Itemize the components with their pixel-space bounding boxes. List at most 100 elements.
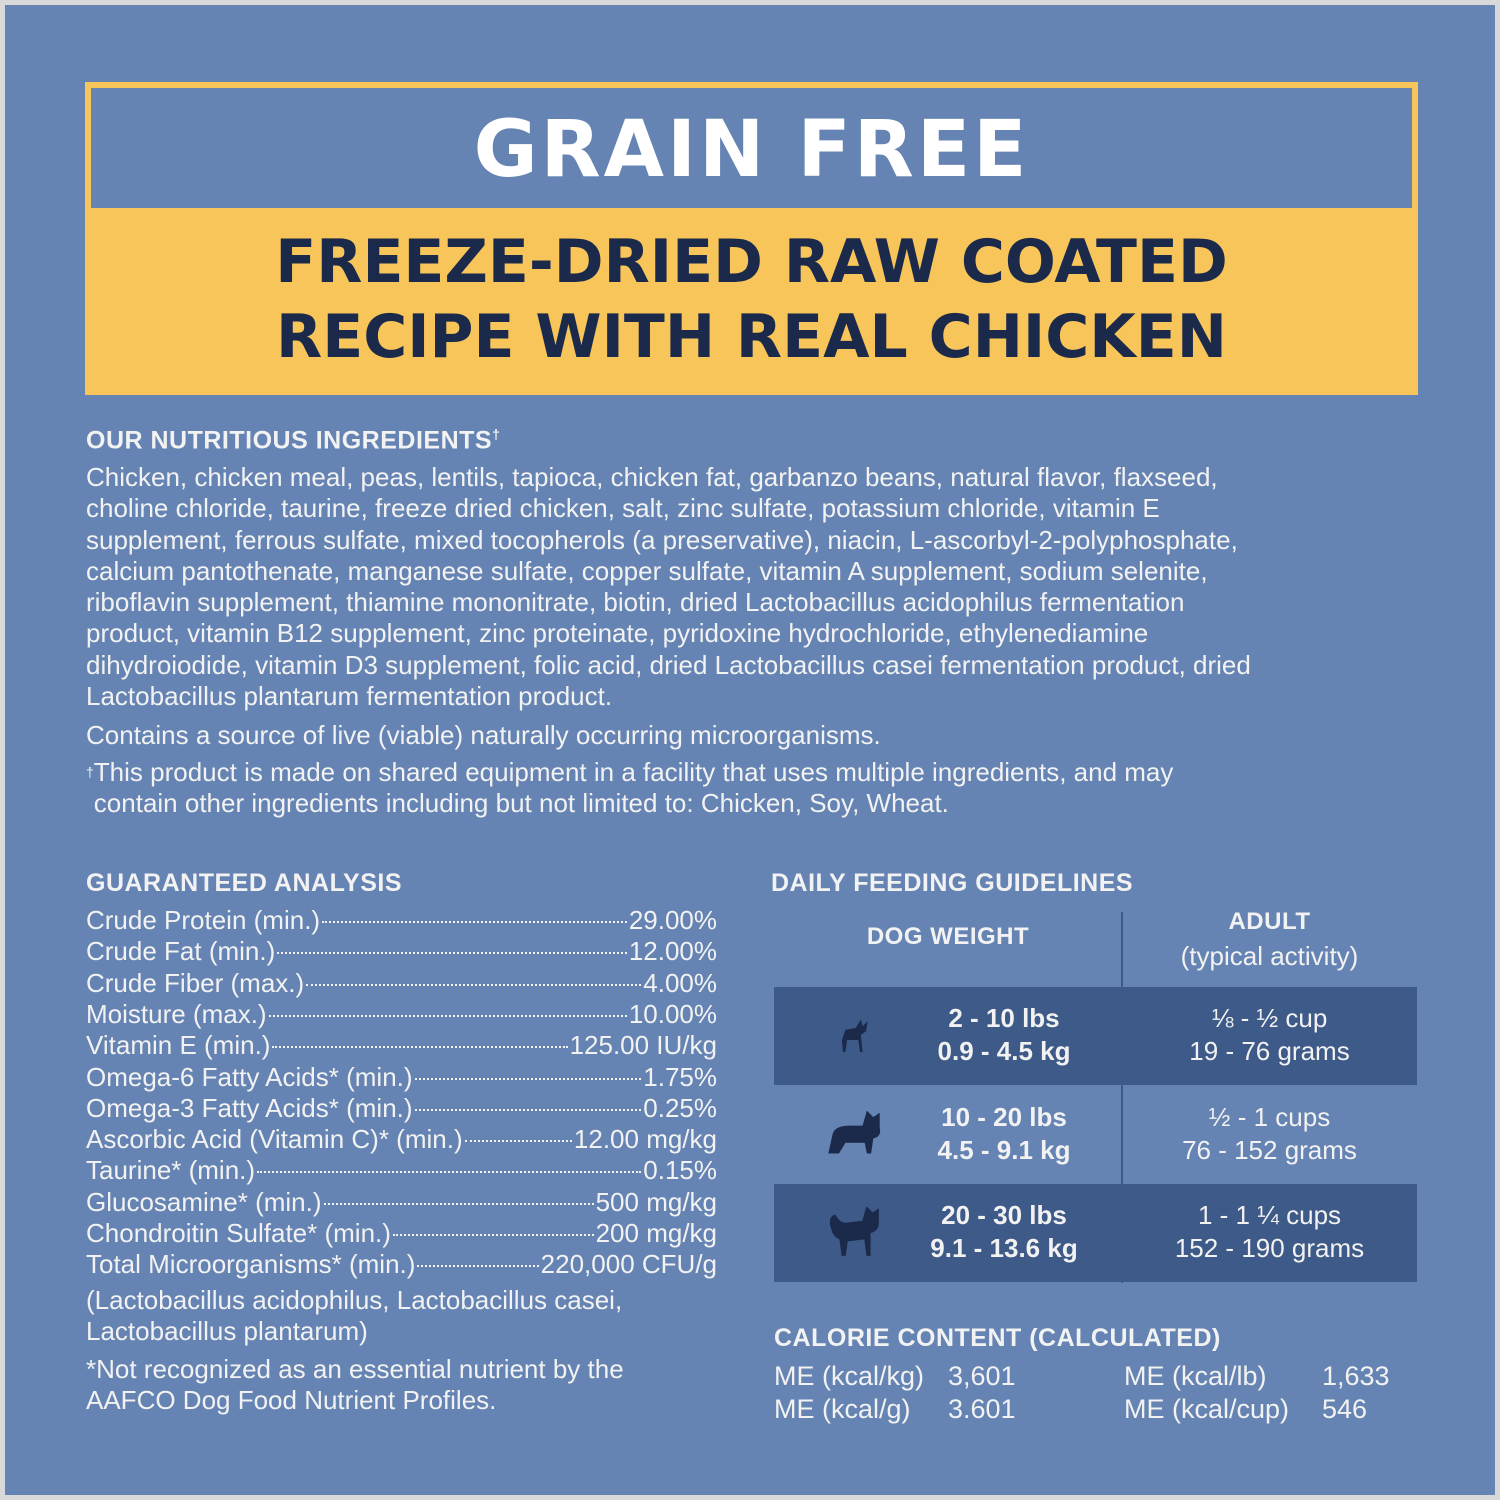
analysis-row: Omega-3 Fatty Acids* (min.) 0.25% xyxy=(86,1093,717,1124)
heading-text: OUR NUTRITIOUS INGREDIENTS xyxy=(86,426,493,455)
ingredients-line: supplement, ferrous sulfate, mixed tocop… xyxy=(86,524,1238,555)
ingredients-line: calcium pantothenate, manganese sulfate,… xyxy=(86,555,1208,586)
ingredients-line: dihydroiodide, vitamin D3 supplement, fo… xyxy=(86,649,1251,680)
nutrient-name: Moisture (max.) xyxy=(86,998,267,1029)
calorie-label: ME (kcal/lb) xyxy=(1124,1361,1267,1391)
analysis-row: Glucosamine* (min.) 500 mg/kg xyxy=(86,1187,717,1218)
ingredients-line: riboflavin supplement, thiamine mononitr… xyxy=(86,587,1185,618)
ingredients-line: product, vitamin B12 supplement, zinc pr… xyxy=(86,618,1149,649)
note-line: AAFCO Dog Food Nutrient Profiles. xyxy=(86,1385,497,1416)
feeding-row: 10 - 20 lbs 4.5 - 9.1 kg ½ - 1 cups 76 - 15… xyxy=(774,1086,1417,1184)
ingredients-line: choline chloride, taurine, freeze dried … xyxy=(86,493,1160,524)
column-divider xyxy=(1121,912,1123,1283)
nutrient-name: Crude Fiber (max.) xyxy=(86,967,305,998)
calorie-heading: CALORIE CONTENT (CALCULATED) xyxy=(774,1324,1221,1352)
analysis-heading: GUARANTEED ANALYSIS xyxy=(86,869,403,897)
nutrient-name: Glucosamine* (min.) xyxy=(86,1186,322,1217)
nutrient-value: 29.00% xyxy=(628,905,717,935)
dot-leader xyxy=(257,1171,642,1174)
adult-subheader: (typical activity) xyxy=(1180,941,1359,971)
analysis-row: Ascorbic Acid (Vitamin C)* (min.) 12.00 m… xyxy=(86,1124,717,1155)
nutrient-value: 0.25% xyxy=(643,1092,717,1123)
analysis-row: Crude Protein (min.) 29.00% xyxy=(86,905,717,936)
dot-leader xyxy=(306,983,642,986)
weight-cell: 20 - 30 lbs 9.1 - 13.6 kg xyxy=(904,1199,1104,1265)
nutrient-value: 4.00% xyxy=(643,967,717,998)
badge: GRAIN FREE xyxy=(473,105,1030,195)
disclaimer-text: This product is made on shared equipment… xyxy=(94,757,1174,820)
weight-header: DOG WEIGHT xyxy=(866,923,1030,950)
ingredients-text: Chicken, chicken meal, peas, lentils, ta… xyxy=(86,462,1251,712)
nutrient-name: Crude Protein (min.) xyxy=(86,905,321,935)
weight-lbs: 20 - 30 lbs xyxy=(941,1200,1067,1230)
nutrient-name: Taurine* (min.) xyxy=(86,1155,256,1186)
analysis-row: Taurine* (min.) 0.15% xyxy=(86,1155,717,1186)
adult-header: ADULT xyxy=(1228,908,1311,935)
dot-leader xyxy=(414,1077,642,1080)
analysis-row: Crude Fiber (max.) 4.00% xyxy=(86,968,717,999)
strain-line: (Lactobacillus acidophilus, Lactobacillu… xyxy=(86,1285,623,1315)
strain-line: Lactobacillus plantarum) xyxy=(86,1316,368,1347)
amount-cups: 1 - 1 ¼ cups xyxy=(1197,1200,1342,1230)
calorie-label: ME (kcal/g) xyxy=(774,1394,911,1424)
nutrient-name: Total Microorganisms* (min.) xyxy=(86,1249,416,1280)
disclaimer: † This product is made on shared equipmen… xyxy=(86,757,1173,820)
nutrient-name: Omega-6 Fatty Acids* (min.) xyxy=(86,1061,413,1092)
weight-lbs: 10 - 20 lbs xyxy=(941,1101,1067,1132)
ingredients-line: Lactobacillus plantarum fermentation pro… xyxy=(86,681,613,712)
amount-cell: ½ - 1 cups 76 - 152 grams xyxy=(1122,1101,1417,1167)
nutrient-name: Omega-3 Fatty Acids* (min.) xyxy=(86,1092,413,1123)
disclaimer-line: This product is made on shared equipment… xyxy=(93,757,1174,787)
dot-leader xyxy=(464,1140,572,1143)
calorie-label: ME (kcal/cup) xyxy=(1124,1394,1290,1424)
nutrient-value: 220,000 CFU/g xyxy=(540,1249,717,1280)
nutrient-value: 500 mg/kg xyxy=(595,1186,717,1217)
product-title: RECIPE WITH REAL CHICKEN xyxy=(276,302,1227,372)
header-badge-band: GRAIN FREE xyxy=(91,88,1412,208)
dot-leader xyxy=(392,1234,594,1236)
nutrient-name: Ascorbic Acid (Vitamin C)* (min.) xyxy=(86,1124,463,1155)
amount-grams: 76 - 152 grams xyxy=(1182,1134,1357,1165)
ingredients-line: Chicken, chicken meal, peas, lentils, ta… xyxy=(86,462,1218,492)
dagger: † xyxy=(492,426,501,442)
dog-icon xyxy=(842,1019,868,1052)
dagger: † xyxy=(86,764,94,780)
note-line: *Not recognized as an essential nutrient… xyxy=(86,1354,624,1384)
calorie-value: 1,633 xyxy=(1322,1361,1390,1391)
nutrient-name: Crude Fat (min.) xyxy=(86,936,276,967)
product-title: FREEZE-DRIED RAW COATED xyxy=(275,227,1228,297)
feeding-heading: DAILY FEEDING GUIDELINES xyxy=(771,869,1134,897)
weight-kg: 0.9 - 4.5 kg xyxy=(937,1036,1071,1066)
ingredients-heading: OUR NUTRITIOUS INGREDIENTS† xyxy=(86,426,500,455)
nutrient-value: 200 mg/kg xyxy=(595,1218,717,1248)
nutrient-value: 125.00 IU/kg xyxy=(569,1030,717,1061)
nutrient-value: 0.15% xyxy=(643,1155,717,1186)
dot-leader xyxy=(322,921,627,923)
weight-kg: 9.1 - 13.6 kg xyxy=(930,1233,1078,1263)
amount-grams: 152 - 190 grams xyxy=(1174,1233,1365,1263)
nutrient-value: 12.00% xyxy=(628,936,717,967)
nutrient-value: 1.75% xyxy=(643,1061,717,1092)
disclaimer-line: contain other ingredients including but … xyxy=(93,788,949,819)
dot-leader xyxy=(277,952,627,955)
analysis-row: Omega-6 Fatty Acids* (min.) 1.75% xyxy=(86,1062,717,1093)
strain-list: (Lactobacillus acidophilus, Lactobacillu… xyxy=(86,1285,622,1348)
amount-grams: 19 - 76 grams xyxy=(1189,1036,1350,1066)
amount-cell: 1 - 1 ¼ cups 152 - 190 grams xyxy=(1122,1199,1417,1265)
weight-lbs: 2 - 10 lbs xyxy=(948,1003,1060,1033)
weight-kg: 4.5 - 9.1 kg xyxy=(937,1134,1071,1165)
weight-cell: 2 - 10 lbs 0.9 - 4.5 kg xyxy=(904,1002,1104,1068)
nutrient-name: Vitamin E (min.) xyxy=(86,1030,271,1061)
amount-cell: ⅛ - ½ cup 19 - 76 grams xyxy=(1122,1002,1417,1068)
ingredients-note: Contains a source of live (viable) natur… xyxy=(86,720,881,750)
calorie-label: ME (kcal/kg) xyxy=(774,1361,925,1391)
nutrient-value: 10.00% xyxy=(628,998,717,1029)
dot-leader xyxy=(414,1108,642,1111)
header-box: GRAIN FREE FREEZE-DRIED RAW COATED RECIP… xyxy=(85,82,1418,395)
amount-cups: ½ - 1 cups xyxy=(1208,1101,1331,1132)
analysis-row: Vitamin E (min.) 125.00 IU/kg xyxy=(86,1030,717,1061)
dot-leader xyxy=(323,1202,594,1205)
dog-icon xyxy=(828,1110,881,1153)
nutrient-name: Chondroitin Sulfate* (min.) xyxy=(86,1218,391,1248)
calorie-value: 3,601 xyxy=(948,1361,1016,1391)
